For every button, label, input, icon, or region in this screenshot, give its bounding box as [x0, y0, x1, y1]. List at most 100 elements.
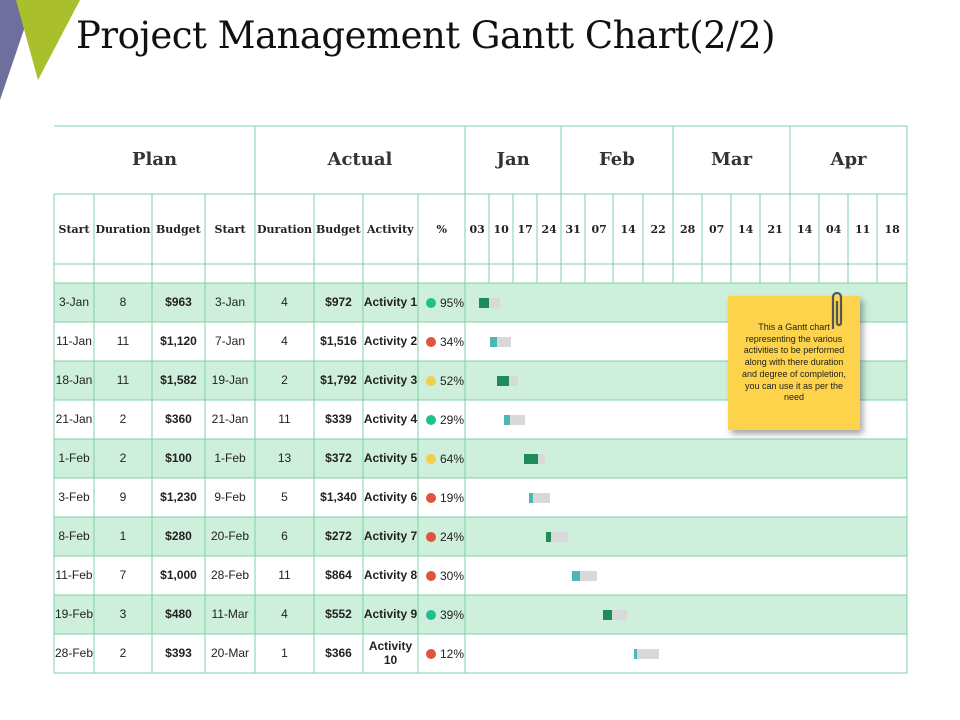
page-title: Project Management Gantt Chart(2/2)	[76, 14, 776, 57]
gantt-bar-progress	[504, 414, 511, 425]
cell-plan-start: 21-Jan	[55, 411, 93, 426]
status-dot-icon	[426, 375, 436, 386]
gantt-bar-remaining	[490, 336, 512, 347]
cell-activity: Activity 6	[363, 489, 418, 504]
gantt-bar-remaining	[546, 531, 569, 542]
cell-percent: 12%	[426, 634, 464, 673]
percent-label: 12%	[440, 646, 465, 661]
cell-plan-duration: 11	[116, 333, 130, 348]
cell-actual-budget: $552	[325, 606, 352, 621]
cell-plan-budget: $100	[165, 450, 192, 465]
week-header: 24	[541, 222, 557, 236]
column-header: Budget	[156, 222, 201, 236]
week-header: 07	[591, 222, 607, 236]
cell-percent: 24%	[426, 517, 464, 556]
cell-plan-budget: $1,230	[160, 489, 197, 504]
corner-decoration	[0, 0, 80, 100]
gantt-bar-remaining	[572, 570, 597, 581]
week-header: 14	[797, 222, 813, 236]
status-dot-icon	[426, 609, 436, 620]
header-month: Jan	[496, 149, 530, 170]
gantt-bar-progress	[490, 336, 498, 347]
percent-label: 64%	[440, 451, 465, 466]
cell-actual-duration: 2	[281, 372, 288, 387]
cell-actual-duration: 13	[277, 450, 292, 465]
column-header: Start	[214, 222, 246, 236]
cell-activity: Activity 7	[363, 528, 418, 543]
cell-actual-duration: 6	[281, 528, 288, 543]
cell-plan-duration: 3	[119, 606, 127, 621]
row-fill	[54, 439, 907, 478]
percent-label: 24%	[440, 529, 465, 544]
cell-percent: 64%	[426, 439, 464, 478]
sticky-note: This a Gantt chart representing the vari…	[728, 296, 860, 430]
week-header: 03	[469, 222, 485, 236]
cell-actual-start: 9-Feb	[214, 489, 246, 504]
week-header: 17	[517, 222, 533, 236]
cell-percent: 39%	[426, 595, 464, 634]
corner-green-shape	[16, 0, 80, 80]
cell-actual-start: 7-Jan	[214, 333, 246, 348]
cell-percent: 19%	[426, 478, 464, 517]
cell-plan-budget: $1,582	[160, 372, 197, 387]
column-header: Budget	[316, 222, 361, 236]
cell-actual-duration: 11	[278, 567, 291, 582]
cell-actual-duration: 4	[281, 333, 288, 348]
gantt-bar-progress	[634, 648, 638, 659]
header-actual: Actual	[327, 149, 393, 170]
status-dot-icon	[426, 648, 436, 659]
cell-plan-start: 28-Feb	[54, 645, 94, 660]
status-dot-icon	[426, 336, 436, 347]
week-header: 14	[738, 222, 754, 236]
cell-plan-duration: 8	[119, 294, 127, 309]
cell-plan-duration: 7	[119, 567, 127, 582]
header-month: Feb	[599, 149, 635, 170]
column-header: Start	[58, 222, 90, 236]
column-header: Activity	[367, 222, 414, 236]
cell-actual-duration: 4	[281, 294, 288, 309]
gantt-bar-remaining	[478, 297, 500, 308]
cell-plan-duration: 9	[119, 489, 127, 504]
cell-activity: Activity 9	[363, 606, 418, 621]
cell-plan-start: 11-Feb	[55, 567, 93, 582]
cell-plan-start: 3-Jan	[58, 294, 90, 309]
cell-actual-duration: 11	[278, 411, 291, 426]
percent-label: 52%	[440, 373, 465, 388]
status-dot-icon	[426, 414, 436, 425]
sticky-note-text: This a Gantt chart representing the vari…	[741, 322, 847, 403]
cell-actual-start: 21-Jan	[211, 411, 249, 426]
cell-activity: Activity 5	[363, 450, 418, 465]
week-header: 07	[709, 222, 725, 236]
gantt-bar-remaining	[528, 492, 550, 503]
cell-plan-budget: $360	[165, 411, 192, 426]
header-month: Apr	[830, 149, 867, 170]
gantt-bar-progress	[546, 531, 552, 542]
cell-plan-budget: $480	[165, 606, 192, 621]
gantt-bar-progress	[497, 375, 509, 386]
paperclip-icon	[831, 291, 843, 329]
cell-activity: Activity 3	[363, 372, 418, 387]
cell-actual-start: 19-Jan	[211, 372, 249, 387]
cell-percent: 95%	[426, 283, 464, 322]
gantt-bar-progress	[524, 453, 538, 464]
cell-plan-duration: 2	[119, 645, 127, 660]
week-header: 18	[884, 222, 900, 236]
gantt-bar-remaining	[504, 414, 526, 425]
cell-actual-budget: $972	[325, 294, 352, 309]
cell-plan-duration: 1	[119, 528, 127, 543]
cell-activity: Activity 1	[363, 294, 418, 309]
cell-percent: 52%	[426, 361, 464, 400]
cell-actual-budget: $1,340	[320, 489, 357, 504]
cell-plan-budget: $1,000	[160, 567, 197, 582]
percent-label: 29%	[440, 412, 465, 427]
gantt-bar-progress	[528, 492, 533, 503]
row-fill	[54, 517, 907, 556]
percent-label: 19%	[440, 490, 465, 505]
cell-actual-budget: $366	[325, 645, 352, 660]
cell-actual-budget: $864	[325, 567, 352, 582]
week-header: 22	[650, 222, 666, 236]
status-dot-icon	[426, 492, 436, 503]
cell-actual-duration: 1	[281, 645, 288, 660]
cell-actual-start: 3-Jan	[214, 294, 246, 309]
row-fill	[54, 595, 907, 634]
